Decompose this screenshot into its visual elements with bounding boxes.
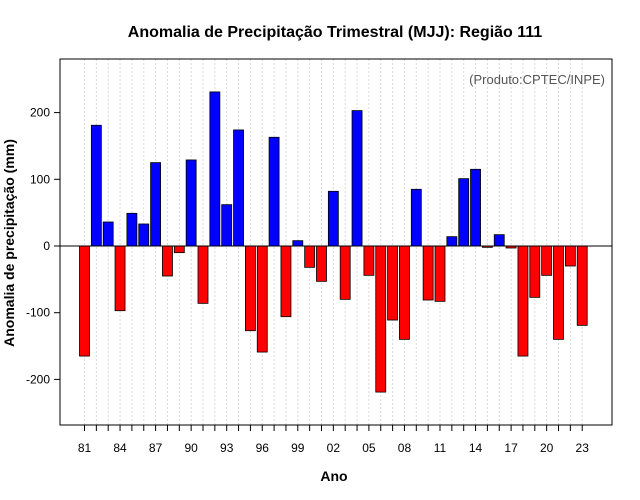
bar-2023 xyxy=(576,245,588,326)
bar-1986 xyxy=(138,223,150,247)
grid-lines xyxy=(84,59,583,425)
bar-1983 xyxy=(102,221,114,247)
bar-1982 xyxy=(90,124,102,247)
bar-2019 xyxy=(529,245,541,298)
x-tick-label: 99 xyxy=(291,441,305,455)
bar-1989 xyxy=(173,245,185,254)
bar-1997 xyxy=(268,136,280,247)
bar-2018 xyxy=(517,245,529,357)
y-axis-label: Anomalia de precipitação (mm) xyxy=(1,139,17,347)
bar-1990 xyxy=(185,159,197,247)
x-tick-label: 08 xyxy=(398,441,412,455)
bar-1998 xyxy=(280,245,292,318)
bar-2007 xyxy=(387,245,399,321)
bar-2021 xyxy=(553,245,564,340)
x-tick-label: 84 xyxy=(113,441,127,455)
bar-1981 xyxy=(79,245,90,357)
bar-2004 xyxy=(351,110,363,247)
x-tick-label: 20 xyxy=(540,441,554,455)
x-tick-label: 17 xyxy=(504,441,518,455)
bar-2008 xyxy=(399,245,410,340)
bar-2003 xyxy=(339,245,351,300)
y-tick-label: 0 xyxy=(43,239,50,253)
bar-2010 xyxy=(422,245,434,301)
bar-2012 xyxy=(446,236,458,247)
x-tick-label: 14 xyxy=(469,441,483,455)
bar-2005 xyxy=(363,245,375,276)
bar-2016 xyxy=(493,234,505,247)
bar-2002 xyxy=(327,190,339,247)
x-tick-label: 11 xyxy=(434,441,447,455)
bar-2009 xyxy=(410,188,422,247)
bar-1992 xyxy=(209,91,221,247)
bar-1985 xyxy=(126,212,138,247)
y-axis: -200 -100 0 100 200 xyxy=(26,106,60,386)
y-tick-label: 100 xyxy=(30,172,50,186)
x-tick-label: 90 xyxy=(184,441,198,455)
y-tick-label: -100 xyxy=(26,306,50,320)
bar-2020 xyxy=(541,245,553,276)
x-tick-label: 96 xyxy=(256,441,270,455)
bar-1999 xyxy=(292,240,304,247)
bar-1996 xyxy=(256,245,268,353)
x-axis-label: Ano xyxy=(320,468,347,484)
bar-1991 xyxy=(197,245,209,304)
x-tick-label: 87 xyxy=(149,441,163,455)
x-axis: 81 84 87 90 93 96 99 02 05 08 11 14 17 20 23 xyxy=(78,425,589,455)
bar-2000 xyxy=(304,245,316,268)
bar-1994 xyxy=(233,129,244,247)
bar-1984 xyxy=(114,245,126,312)
y-tick-label: 200 xyxy=(30,106,50,120)
chart-title: Anomalia de Precipitação Trimestral (MJJ… xyxy=(128,24,542,41)
x-tick-label: 05 xyxy=(362,441,376,455)
x-tick-label: 02 xyxy=(327,441,341,455)
bar-2014 xyxy=(470,168,481,247)
bar-1993 xyxy=(221,204,233,247)
bar-2001 xyxy=(316,245,327,282)
plot-frame xyxy=(59,58,613,426)
bar-2006 xyxy=(375,245,387,393)
bar-1987 xyxy=(150,162,162,247)
credit-text: (Produto:CPTEC/INPE) xyxy=(469,72,605,87)
bar-2011 xyxy=(434,245,446,302)
bar-2013 xyxy=(458,178,470,247)
bar-2022 xyxy=(564,245,576,267)
x-tick-label: 93 xyxy=(220,441,234,455)
bar-1988 xyxy=(162,245,173,277)
bar-1995 xyxy=(244,245,256,332)
x-tick-label: 81 xyxy=(78,441,92,455)
x-tick-label: 23 xyxy=(576,441,590,455)
y-tick-label: -200 xyxy=(26,372,50,386)
